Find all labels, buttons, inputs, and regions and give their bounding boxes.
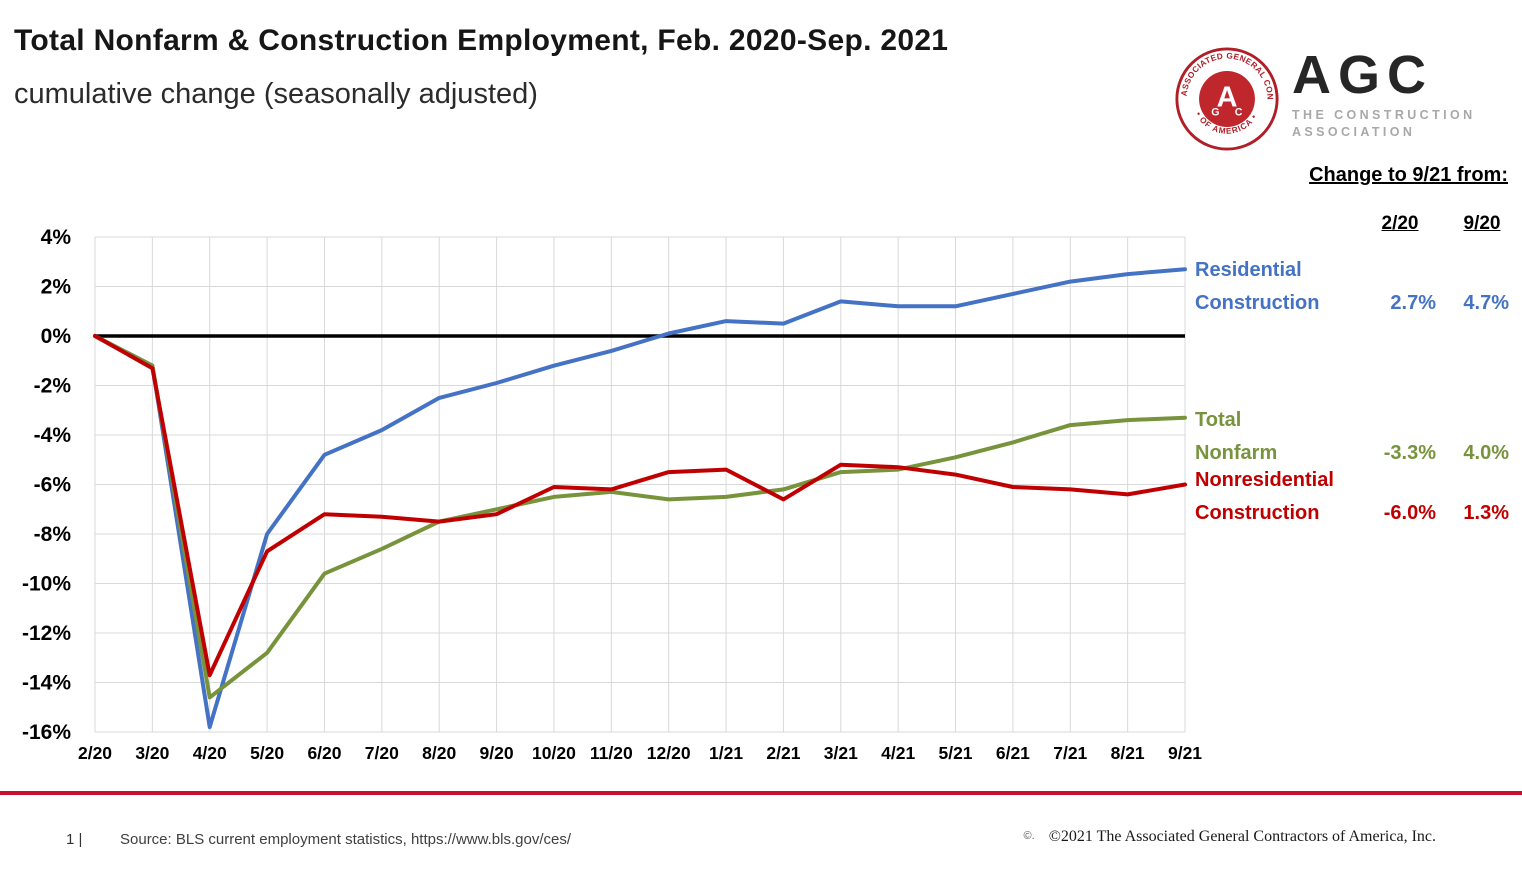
legend-value-nonresidential-from-9-20: 1.3% [1463, 502, 1509, 524]
legend-label-line1: Nonresidential [1195, 469, 1334, 491]
x-axis-tick-label: 2/21 [766, 743, 800, 763]
agc-wordmark-block: AGC THE CONSTRUCTION ASSOCIATION [1292, 46, 1476, 141]
x-axis-tick-label: 4/20 [193, 743, 227, 763]
y-axis-tick-label: 4% [41, 226, 72, 249]
x-axis-tick-label: 10/20 [532, 743, 576, 763]
page-subtitle: cumulative change (seasonally adjusted) [14, 78, 538, 110]
x-axis-tick-label: 4/21 [881, 743, 915, 763]
summary-column-header-2-20: 2/20 [1381, 213, 1419, 234]
y-axis-tick-label: -8% [34, 523, 72, 546]
y-axis-tick-label: 2% [41, 276, 72, 299]
y-axis-tick-label: -2% [34, 375, 72, 398]
agc-tagline-line2: ASSOCIATION [1292, 125, 1416, 139]
y-axis-tick-label: -6% [34, 474, 72, 497]
x-axis-tick-label: 11/20 [590, 743, 633, 763]
footer-divider [0, 791, 1522, 795]
legend-row-nonresidential-construction: Nonresidential Construction -6.0% 1.3% [1195, 464, 1513, 530]
legend-label-line2: Nonfarm [1195, 442, 1278, 464]
legend-row-total-nonfarm: Total Nonfarm -3.3% 4.0% [1195, 404, 1513, 470]
x-axis-tick-label: 12/20 [647, 743, 691, 763]
seal-letter-g: G [1211, 106, 1219, 118]
legend-label-line1: Residential [1195, 259, 1302, 281]
legend-label-line2: Construction [1195, 502, 1320, 524]
copyright-text: ©2021 The Associated General Contractors… [1048, 828, 1436, 845]
x-axis-tick-label: 7/20 [365, 743, 399, 763]
x-axis-tick-label: 3/21 [824, 743, 858, 763]
x-axis-tick-label: 8/20 [422, 743, 456, 763]
seal-letter-c: C [1235, 106, 1243, 118]
series-line-nonresidential-construction [93, 334, 1187, 678]
series-line-total-nonfarm [93, 334, 1187, 700]
legend-row-residential-construction: Residential Construction 2.7% 4.7% [1195, 254, 1513, 320]
legend-value-residential-from-2-20: 2.7% [1390, 292, 1436, 314]
agc-seal-icon: ASSOCIATED GENERAL CONTRACTORS • OF AMER… [1174, 46, 1279, 151]
agc-wordmark: AGC [1292, 45, 1433, 105]
x-axis-tick-label: 2/20 [78, 743, 112, 763]
legend-value-nonresidential-from-2-20: -6.0% [1383, 502, 1436, 524]
y-axis-tick-label: -4% [34, 424, 72, 447]
x-axis-tick-label: 8/21 [1111, 743, 1145, 763]
summary-column-header-9-20: 9/20 [1463, 213, 1501, 234]
copyright: ©. ©2021 The Associated General Contract… [1024, 828, 1436, 846]
legend-label-total-nonfarm: Total Nonfarm [1195, 404, 1363, 470]
x-axis-tick-label: 6/20 [307, 743, 341, 763]
x-axis-tick-label: 1/21 [709, 743, 743, 763]
y-axis-tick-label: -16% [22, 721, 71, 744]
page-title: Total Nonfarm & Construction Employment,… [14, 24, 949, 57]
legend-value-residential-from-9-20: 4.7% [1463, 292, 1509, 314]
page-number: 1 | [66, 831, 83, 848]
seal-letter-a: A [1217, 82, 1238, 114]
agc-logo: ASSOCIATED GENERAL CONTRACTORS • OF AMER… [1174, 46, 1476, 152]
x-axis-tick-label: 5/21 [938, 743, 972, 763]
x-axis-tick-label: 3/20 [135, 743, 169, 763]
legend-label-residential-construction: Residential Construction [1195, 254, 1363, 320]
x-axis-tick-label: 6/21 [996, 743, 1030, 763]
legend-label-nonresidential-construction: Nonresidential Construction [1195, 464, 1363, 530]
y-axis-tick-label: -12% [22, 622, 71, 645]
seal-center-disc [1199, 71, 1255, 127]
legend-label-line1: Total [1195, 409, 1242, 431]
x-axis-tick-label: 7/21 [1053, 743, 1087, 763]
series-line-residential-construction [93, 267, 1187, 729]
y-axis-tick-label: 0% [41, 325, 72, 348]
legend-label-line2: Construction [1195, 292, 1320, 314]
agc-tagline-line1: THE CONSTRUCTION [1292, 108, 1476, 122]
legend-value-nonfarm-from-2-20: -3.3% [1383, 442, 1436, 464]
source-note: Source: BLS current employment statistic… [120, 831, 572, 848]
summary-heading: Change to 9/21 from: [1309, 164, 1508, 186]
legend-value-nonfarm-from-9-20: 4.0% [1463, 442, 1509, 464]
agc-tagline: THE CONSTRUCTION ASSOCIATION [1292, 107, 1476, 141]
y-axis-tick-label: -10% [22, 573, 71, 596]
x-axis-tick-label: 5/20 [250, 743, 284, 763]
copyright-mark-icon: ©. [1023, 830, 1035, 842]
x-axis-tick-label: 9/21 [1168, 743, 1202, 763]
x-axis-tick-label: 9/20 [480, 743, 514, 763]
y-axis-tick-label: -14% [22, 672, 71, 695]
